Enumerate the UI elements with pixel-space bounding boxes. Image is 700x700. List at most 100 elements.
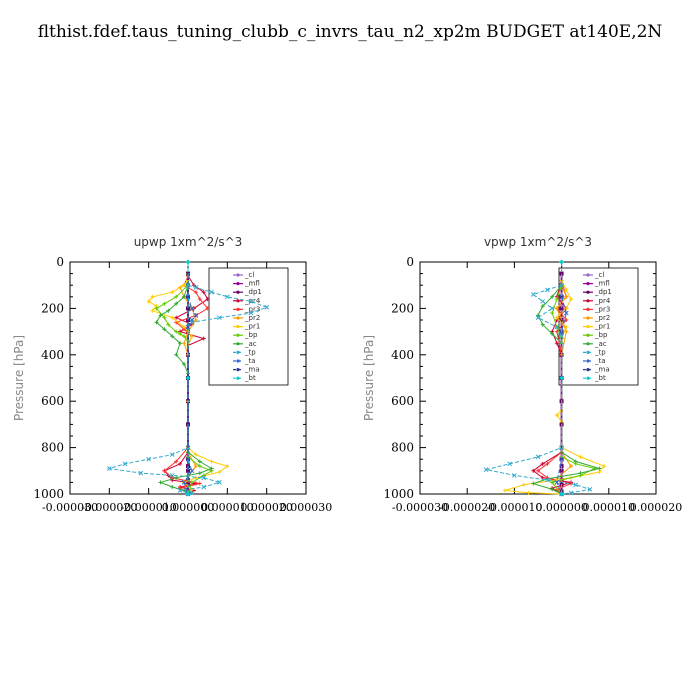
data-point xyxy=(209,289,214,295)
data-point xyxy=(189,334,194,339)
data-point xyxy=(569,297,574,302)
data-point xyxy=(550,331,555,336)
data-point xyxy=(182,362,187,367)
data-point xyxy=(193,464,198,469)
legend-marker xyxy=(586,307,590,311)
data-point xyxy=(602,464,607,469)
data-point xyxy=(162,301,167,306)
data-point xyxy=(564,324,569,329)
data-point xyxy=(185,491,191,497)
data-point xyxy=(264,304,270,310)
data-point xyxy=(569,464,574,469)
legend-marker xyxy=(236,350,240,354)
data-point xyxy=(201,475,207,481)
data-point xyxy=(197,481,202,486)
legend-marker xyxy=(586,333,590,337)
legend-label: _mfl xyxy=(594,280,610,288)
legend-marker xyxy=(236,376,240,380)
legend-label: _tp xyxy=(594,348,606,356)
y-tick-label: 1000 xyxy=(383,487,414,501)
data-point xyxy=(531,468,536,473)
data-point xyxy=(587,487,593,492)
data-point xyxy=(197,471,202,476)
data-point xyxy=(169,473,175,478)
data-point xyxy=(540,461,545,466)
data-point xyxy=(248,299,254,304)
data-point xyxy=(189,487,194,492)
legend-marker xyxy=(236,333,240,337)
legend-label: _ta xyxy=(244,357,256,365)
legend-label: _bp xyxy=(244,331,258,339)
data-point xyxy=(174,459,179,464)
x-tick-label: 0.000000 xyxy=(162,501,215,514)
legend-marker xyxy=(236,307,240,311)
x-tick-label: 0.000020 xyxy=(630,501,683,514)
data-point xyxy=(166,308,171,313)
legend-marker xyxy=(236,273,240,277)
data-point xyxy=(205,306,210,311)
legend-label: _ac xyxy=(244,340,257,348)
data-point xyxy=(540,304,545,309)
data-point xyxy=(512,473,517,478)
data-point xyxy=(573,482,579,488)
data-point xyxy=(554,341,559,346)
chart-panel-2: vpwp 1xm^2/s^3 Pressure [hPa] 0 200 400 600 80… xyxy=(362,235,682,514)
y-tick-label: 400 xyxy=(391,348,414,362)
data-point xyxy=(569,481,574,486)
y-tick-label: 0 xyxy=(56,255,64,269)
data-point xyxy=(521,482,526,487)
data-point xyxy=(225,464,230,469)
legend-marker xyxy=(236,282,240,286)
data-point xyxy=(217,480,222,485)
data-point xyxy=(554,324,560,330)
data-point xyxy=(545,461,550,466)
data-point xyxy=(174,352,179,357)
data-point xyxy=(217,469,222,474)
legend-marker xyxy=(586,350,590,354)
legend-label: _ma xyxy=(594,366,610,374)
data-point xyxy=(174,475,179,480)
data-point xyxy=(563,310,569,316)
data-point xyxy=(182,341,187,346)
data-point xyxy=(185,282,191,288)
legend-label: _cl xyxy=(244,271,254,279)
data-point xyxy=(597,466,602,471)
data-point xyxy=(201,336,206,341)
x-tick-label: 0.000000 xyxy=(535,501,588,514)
data-point xyxy=(545,287,550,293)
data-point xyxy=(174,315,179,320)
data-point xyxy=(564,329,569,334)
x-tick-label: -0.000030 xyxy=(392,501,448,514)
data-point xyxy=(158,313,163,318)
legend-marker xyxy=(586,273,590,277)
legend-label: _cl xyxy=(594,271,604,279)
legend-label: _ta xyxy=(594,357,606,365)
x-tick-label: -0.000010 xyxy=(121,501,177,514)
y-tick-label: 400 xyxy=(41,348,64,362)
legend-label: _pr1 xyxy=(244,323,260,331)
data-point xyxy=(209,466,214,471)
data-point xyxy=(201,473,206,478)
series-line-bp xyxy=(155,284,213,495)
chart-panel-1: upwp 1xm^2/s^3 Pressure [hPa] 0 200 400 600 80… xyxy=(12,235,332,514)
legend-label: _pr1 xyxy=(594,323,610,331)
data-point xyxy=(209,459,214,464)
data-point xyxy=(559,306,564,311)
legend-label: _pr2 xyxy=(244,314,260,322)
data-point xyxy=(554,413,559,418)
data-point xyxy=(193,475,198,480)
data-point xyxy=(181,480,187,485)
legend-label: _mfl xyxy=(244,280,260,288)
legend-label: _bt xyxy=(244,374,256,382)
data-point xyxy=(201,484,207,490)
data-point xyxy=(162,327,167,332)
data-point xyxy=(150,308,155,313)
legend-box xyxy=(558,267,639,386)
legend-marker xyxy=(236,325,240,329)
legend-label: _bt xyxy=(594,374,606,382)
data-point xyxy=(182,488,187,493)
data-point xyxy=(554,480,560,485)
data-point xyxy=(178,331,183,336)
data-point xyxy=(559,375,565,381)
data-point xyxy=(170,334,175,339)
